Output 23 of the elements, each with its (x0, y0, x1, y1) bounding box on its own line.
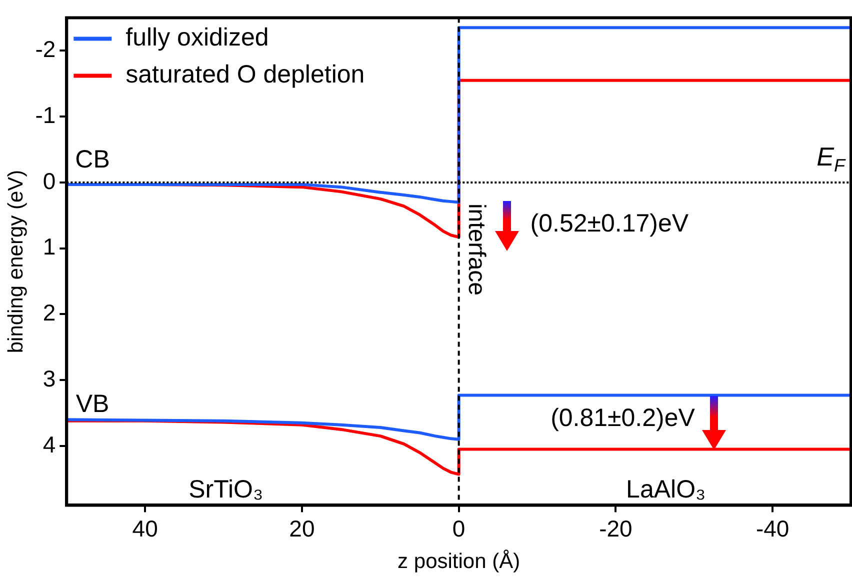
annotation: CB (75, 146, 110, 174)
x-axis-title: z position (Å) (398, 549, 520, 574)
legend-label: fully oxidized (126, 24, 269, 52)
y-tick-label: 1 (42, 234, 56, 260)
legend-label: saturated O depletion (126, 60, 365, 89)
annotation: LaAlO₃ (626, 475, 706, 504)
y-tick-label: 0 (42, 168, 56, 194)
x-tick-label: -20 (599, 515, 632, 542)
ref-line-label: interface (463, 203, 490, 296)
y-tick-label: -1 (35, 102, 56, 128)
annotation: (0.81±0.2)eV (550, 404, 696, 432)
x-tick-label: 20 (289, 515, 315, 542)
y-tick-label: 2 (42, 300, 56, 326)
annotation: (0.52±0.17)eV (530, 209, 689, 238)
x-tick-label: -40 (756, 515, 790, 542)
y-tick-label: 3 (42, 365, 56, 392)
x-tick-label: 0 (452, 515, 466, 542)
y-tick-label: -2 (35, 36, 56, 62)
annotation: VB (76, 390, 110, 418)
annotation: SrTiO₃ (188, 475, 264, 504)
y-axis-title: binding energy (eV) (4, 170, 28, 354)
y-tick-label: 4 (42, 431, 56, 458)
x-tick-label: 40 (132, 515, 158, 542)
